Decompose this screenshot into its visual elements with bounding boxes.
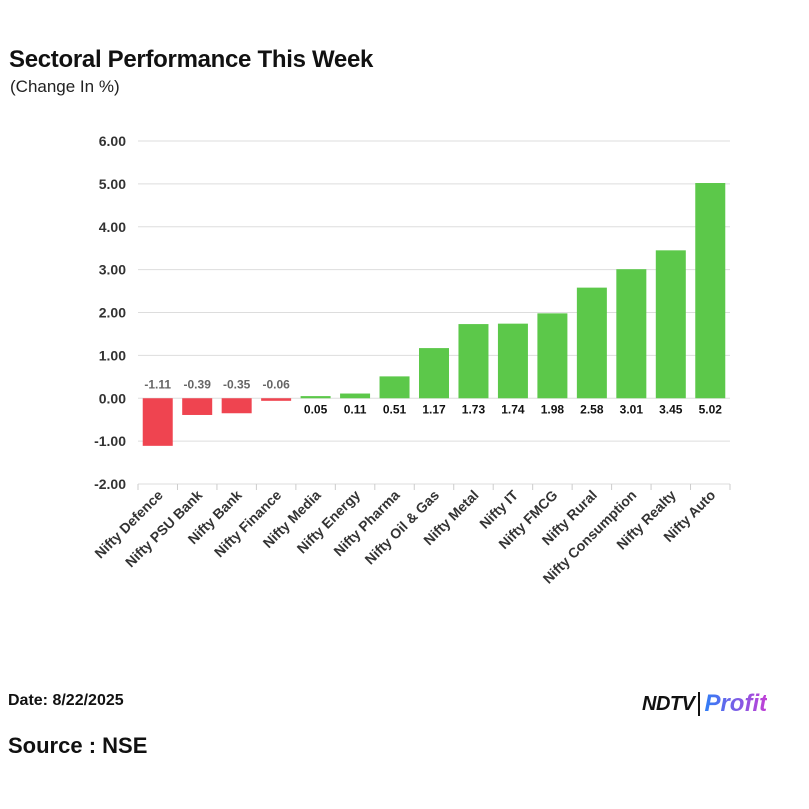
source-label: Source : NSE [8,733,148,758]
data-label: 2.58 [580,402,604,416]
data-label: -0.35 [223,377,251,391]
bar [379,376,410,399]
logo-divider [698,692,701,716]
y-tick-label: 0.00 [99,390,126,406]
bar [340,393,371,399]
data-label: 1.98 [541,402,565,416]
bar [616,269,647,399]
data-label: 1.74 [501,402,525,416]
y-tick-label: 4.00 [99,219,126,235]
data-label: 3.45 [659,402,683,416]
y-tick-label: 6.00 [99,133,126,149]
bar [458,324,489,399]
bar [655,250,686,399]
y-tick-label: 5.00 [99,176,126,192]
x-category-label: Nifty Defence [91,487,166,562]
logo-ndtv-text: NDTV [642,692,695,715]
logo-profit-text: Profit [704,690,768,717]
data-label: 1.17 [422,402,446,416]
bar [142,398,173,446]
bar [695,183,726,399]
y-tick-label: 1.00 [99,347,126,363]
bar [419,348,449,399]
date-label: Date: 8/22/2025 [8,692,124,709]
y-tick-label: -1.00 [94,433,126,449]
data-label: 3.01 [620,402,644,416]
data-label: 0.51 [383,402,407,416]
bar [537,313,568,399]
bar [221,398,252,414]
bar [497,323,528,399]
bar [300,396,331,399]
chart-title: Sectoral Performance This Week [9,46,374,73]
data-label: 1.73 [462,402,486,416]
data-label: 0.11 [344,402,367,416]
bar-chart: 6.00 5.00 4.00 3.00 2.00 1.00 0.00 -1.00 -2.00 -1… [91,133,731,587]
data-label: -0.39 [184,377,212,391]
data-label: -1.11 [144,377,171,391]
y-tick-label: -2.00 [94,476,126,492]
y-tick-label: 3.00 [99,262,126,278]
data-label: 0.05 [304,402,328,416]
chart-subtitle: (Change In %) [10,77,120,96]
data-label: 5.02 [699,402,723,416]
bar [182,398,213,415]
bar [261,398,292,401]
y-tick-label: 2.00 [99,305,126,321]
ndtv-profit-logo: NDTV Profit [642,690,767,718]
data-label: -0.06 [262,377,290,391]
bar [576,287,607,399]
